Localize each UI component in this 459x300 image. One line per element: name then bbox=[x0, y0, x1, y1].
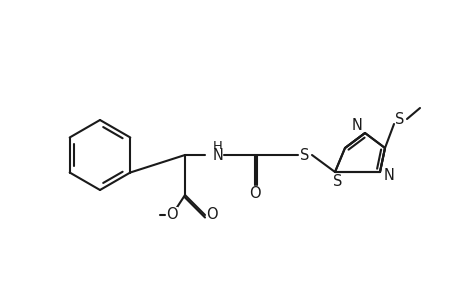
Text: S: S bbox=[333, 175, 342, 190]
Text: H: H bbox=[213, 140, 223, 152]
Text: O: O bbox=[249, 187, 260, 202]
Text: N: N bbox=[351, 118, 362, 133]
Text: S: S bbox=[394, 112, 404, 128]
Text: S: S bbox=[300, 148, 309, 163]
Text: O: O bbox=[166, 208, 178, 223]
Text: N: N bbox=[383, 167, 393, 182]
Text: N: N bbox=[212, 148, 223, 164]
Text: O: O bbox=[206, 208, 218, 223]
